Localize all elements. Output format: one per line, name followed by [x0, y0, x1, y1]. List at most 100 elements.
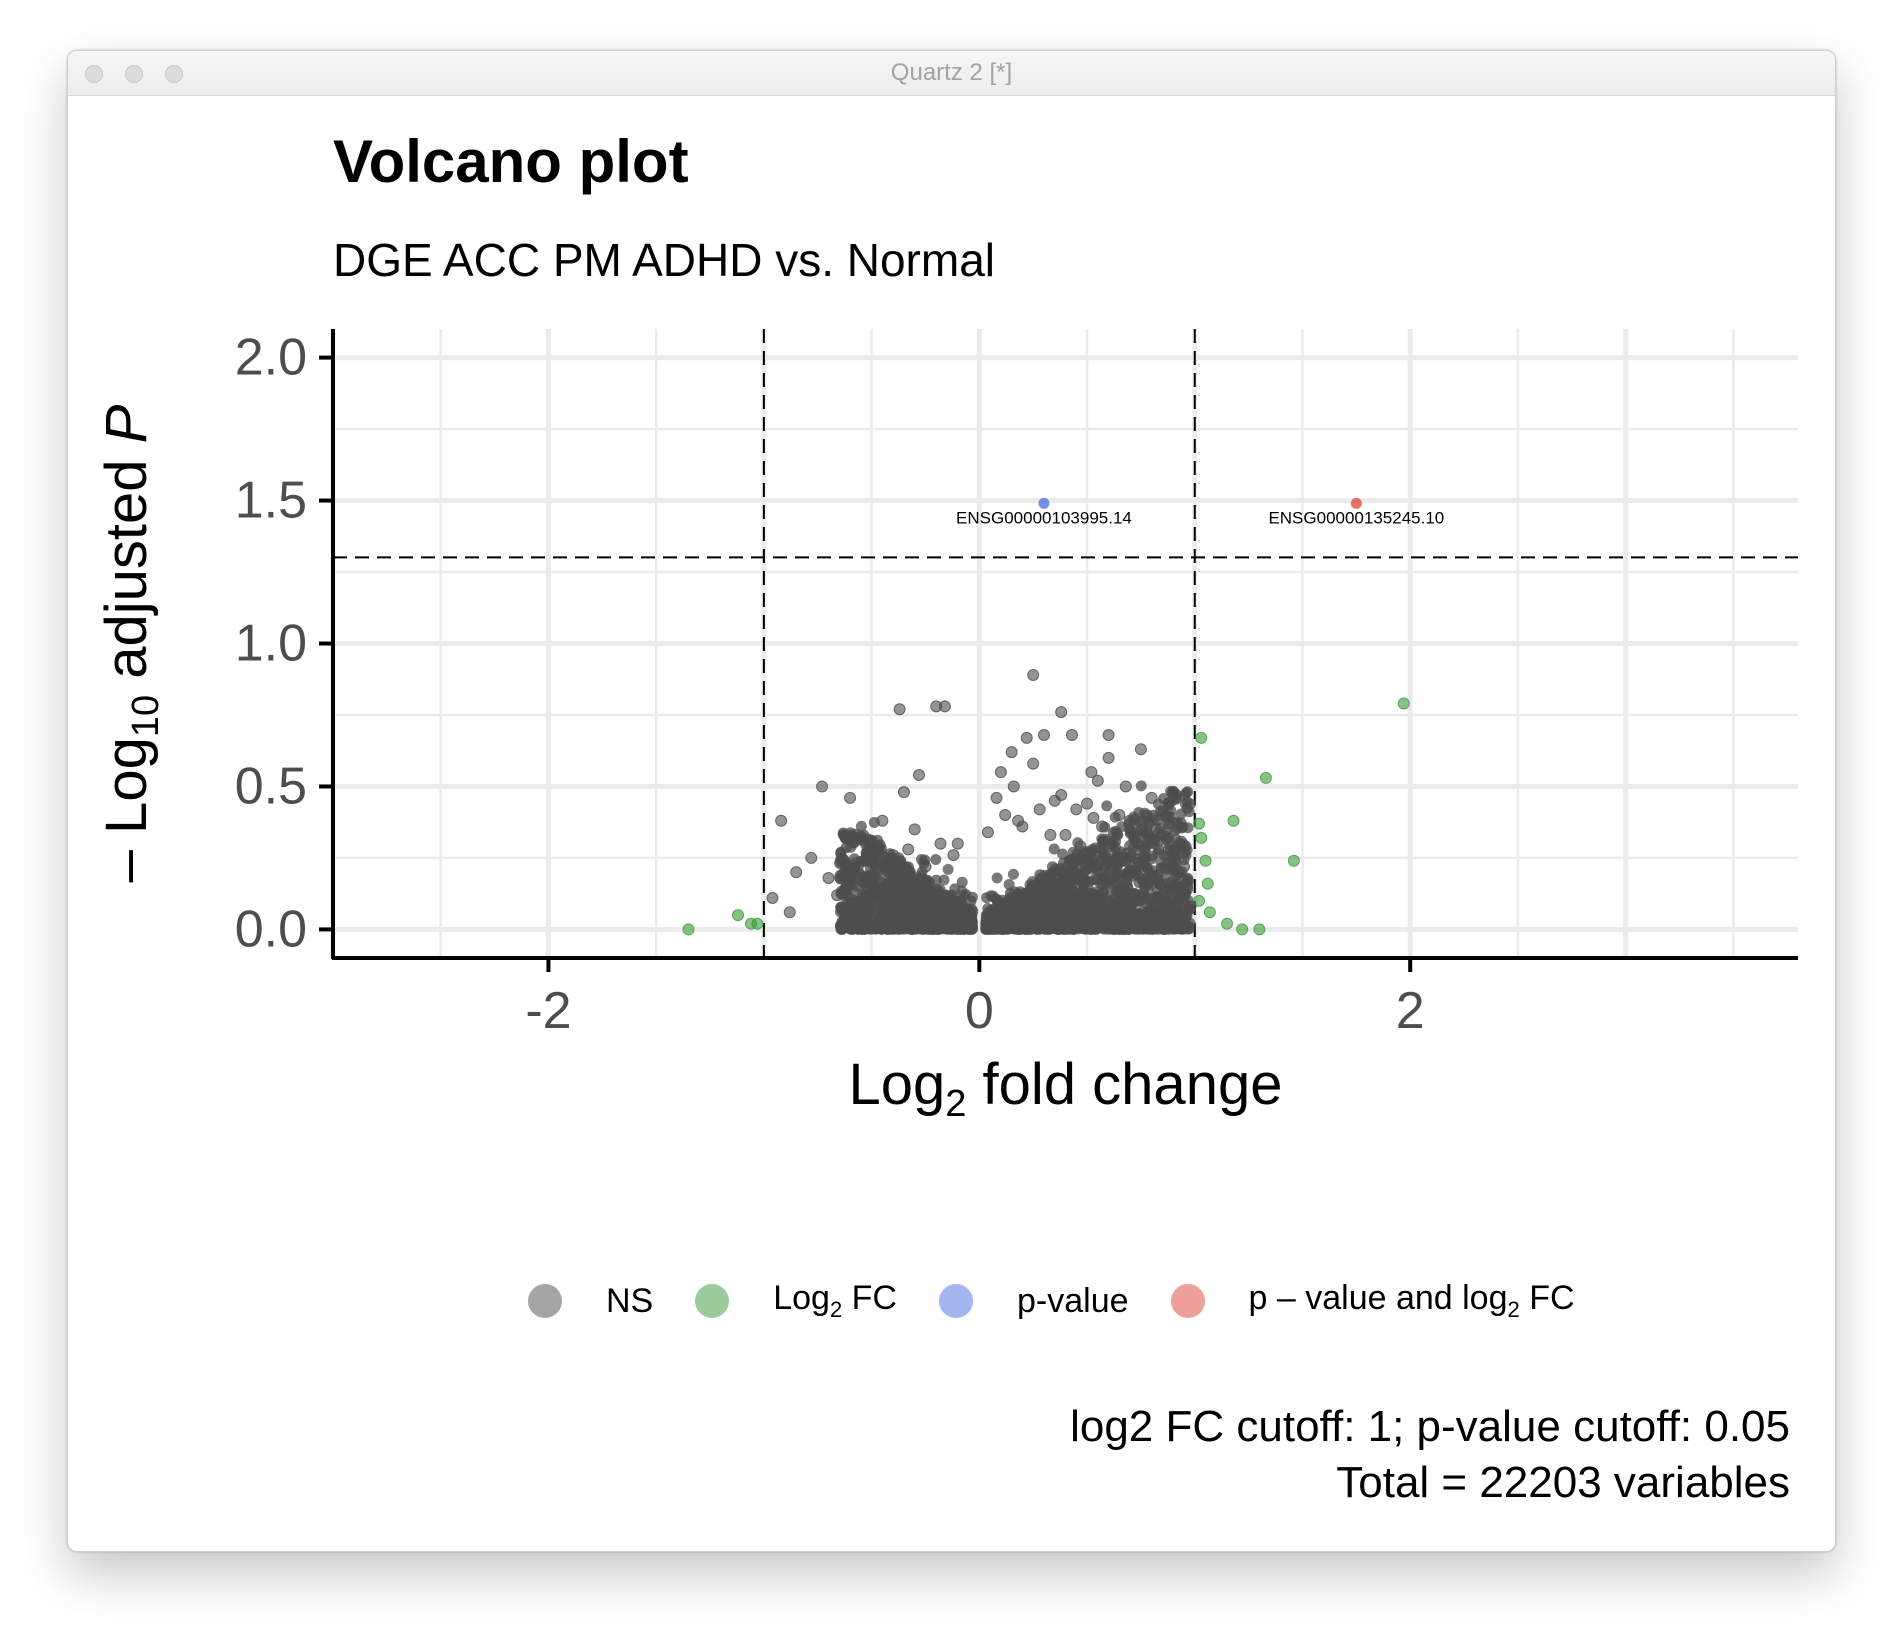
- data-point: [1027, 668, 1040, 681]
- ns-point: [930, 854, 942, 865]
- ns-point: [1067, 884, 1078, 896]
- x-axis-label: Log2 fold change: [849, 1052, 1283, 1125]
- ns-point: [945, 911, 956, 923]
- data-point: [1033, 803, 1046, 816]
- data-point: [1221, 917, 1234, 930]
- data-point: [999, 809, 1012, 822]
- data-point: [1055, 706, 1068, 719]
- data-point: [1020, 731, 1033, 744]
- ns-point: [895, 871, 907, 883]
- data-point: [1167, 786, 1180, 799]
- ns-point: [944, 922, 956, 934]
- ns-point: [1005, 893, 1017, 905]
- y-axis-label: – Log10 adjusted P: [94, 404, 167, 882]
- data-point: [1193, 894, 1206, 907]
- ns-point: [839, 883, 851, 895]
- ns-point: [844, 904, 856, 916]
- ns-point: [882, 884, 894, 896]
- window-zoom-button[interactable]: [165, 65, 183, 83]
- window-titlebar[interactable]: Quartz 2 [*]: [68, 51, 1835, 96]
- window-minimize-button[interactable]: [125, 65, 143, 83]
- ns-point: [1050, 913, 1062, 925]
- data-point: [839, 860, 852, 873]
- ns-point: [1152, 815, 1164, 827]
- ns-point: [1091, 873, 1103, 885]
- data-point: [951, 837, 964, 850]
- data-point: [919, 860, 932, 873]
- data-point: [783, 906, 796, 919]
- ns-point: [1182, 786, 1194, 798]
- legend-item-pvalue-and-log2fc: p – value and log2 FC: [1170, 1279, 1575, 1323]
- ns-point: [1071, 902, 1083, 914]
- data-point: [766, 891, 779, 904]
- window-close-button[interactable]: [85, 65, 103, 83]
- data-point: [938, 700, 951, 713]
- data-point: [1199, 854, 1212, 867]
- ns-point: [1140, 839, 1152, 851]
- ns-point: [893, 923, 905, 935]
- data-point: [1201, 877, 1214, 890]
- ns-point: [912, 874, 924, 886]
- ns-point: [997, 909, 1009, 921]
- ns-point: [1099, 909, 1111, 921]
- data-point: [1134, 743, 1147, 756]
- ns-point: [1134, 923, 1146, 935]
- ns-point: [853, 859, 865, 871]
- plot-window: Quartz 2 [*] Volcano plot DGE ACC PM ADH…: [67, 50, 1836, 1552]
- ns-point: [1073, 914, 1085, 926]
- y-tick-label: 1.0: [235, 615, 307, 673]
- data-point: [1141, 883, 1154, 896]
- ns-point: [1090, 861, 1102, 873]
- data-point: [897, 786, 910, 799]
- ns-point: [1172, 910, 1183, 922]
- ns-point: [946, 889, 957, 901]
- ns-point: [874, 891, 886, 903]
- data-point: [1037, 728, 1050, 741]
- ns-point: [845, 916, 857, 928]
- ns-point: [1166, 795, 1178, 807]
- data-point: [902, 843, 915, 856]
- ns-point: [938, 874, 950, 886]
- ns-point: [981, 892, 993, 904]
- y-tick-label: 2.0: [235, 329, 307, 387]
- ns-point: [1083, 908, 1095, 920]
- series-fc: [682, 697, 1410, 936]
- ns-point: [1140, 907, 1152, 919]
- ns-point: [996, 900, 1008, 912]
- caption-cutoffs: log2 FC cutoff: 1; p-value cutoff: 0.05: [1070, 1402, 1790, 1451]
- chart-legend: NS Log2 FC p-value p – value and log2 FC: [528, 1271, 1617, 1331]
- data-point: [732, 909, 745, 922]
- legend-label-pvalue: p-value: [1017, 1281, 1129, 1320]
- ns-point: [1068, 871, 1080, 882]
- ns-point: [901, 921, 913, 933]
- data-point: [1128, 831, 1141, 844]
- ns-point: [1065, 921, 1077, 933]
- data-point: [1085, 766, 1098, 779]
- data-point: [893, 703, 906, 716]
- data-point: [1102, 728, 1115, 741]
- data-point: [751, 917, 764, 930]
- ns-point: [1007, 868, 1019, 880]
- data-point: [1162, 843, 1175, 856]
- ns-point: [1143, 816, 1155, 828]
- ns-point: [923, 898, 935, 909]
- data-point: [822, 871, 835, 884]
- data-point: [1397, 697, 1410, 710]
- data-point: [1193, 817, 1206, 830]
- data-point: [1119, 780, 1132, 793]
- ns-point: [1135, 780, 1147, 792]
- data-point: [1236, 923, 1249, 936]
- data-point: [865, 869, 878, 882]
- data-point: [1113, 809, 1126, 822]
- ns-point: [853, 869, 865, 880]
- ns-point: [1040, 916, 1052, 928]
- legend-label-log2fc: Log2 FC: [773, 1279, 897, 1322]
- legend-item-ns: NS: [528, 1282, 653, 1321]
- ns-point: [1057, 857, 1069, 869]
- ns-point: [845, 829, 857, 841]
- ns-point: [855, 820, 867, 832]
- ns-point: [1098, 837, 1109, 849]
- ns-point: [835, 902, 846, 913]
- ns-point: [1020, 891, 1031, 903]
- ns-point: [1121, 876, 1133, 888]
